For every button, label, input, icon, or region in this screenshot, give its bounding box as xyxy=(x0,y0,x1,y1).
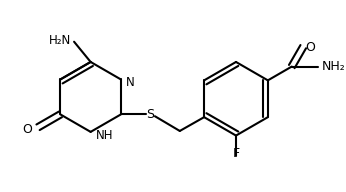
Text: N: N xyxy=(126,76,134,89)
Text: NH: NH xyxy=(96,129,113,142)
Text: NH₂: NH₂ xyxy=(322,60,346,73)
Text: O: O xyxy=(22,123,33,136)
Text: S: S xyxy=(146,108,154,121)
Text: F: F xyxy=(233,147,239,160)
Text: H₂N: H₂N xyxy=(49,34,71,47)
Text: O: O xyxy=(305,41,315,54)
